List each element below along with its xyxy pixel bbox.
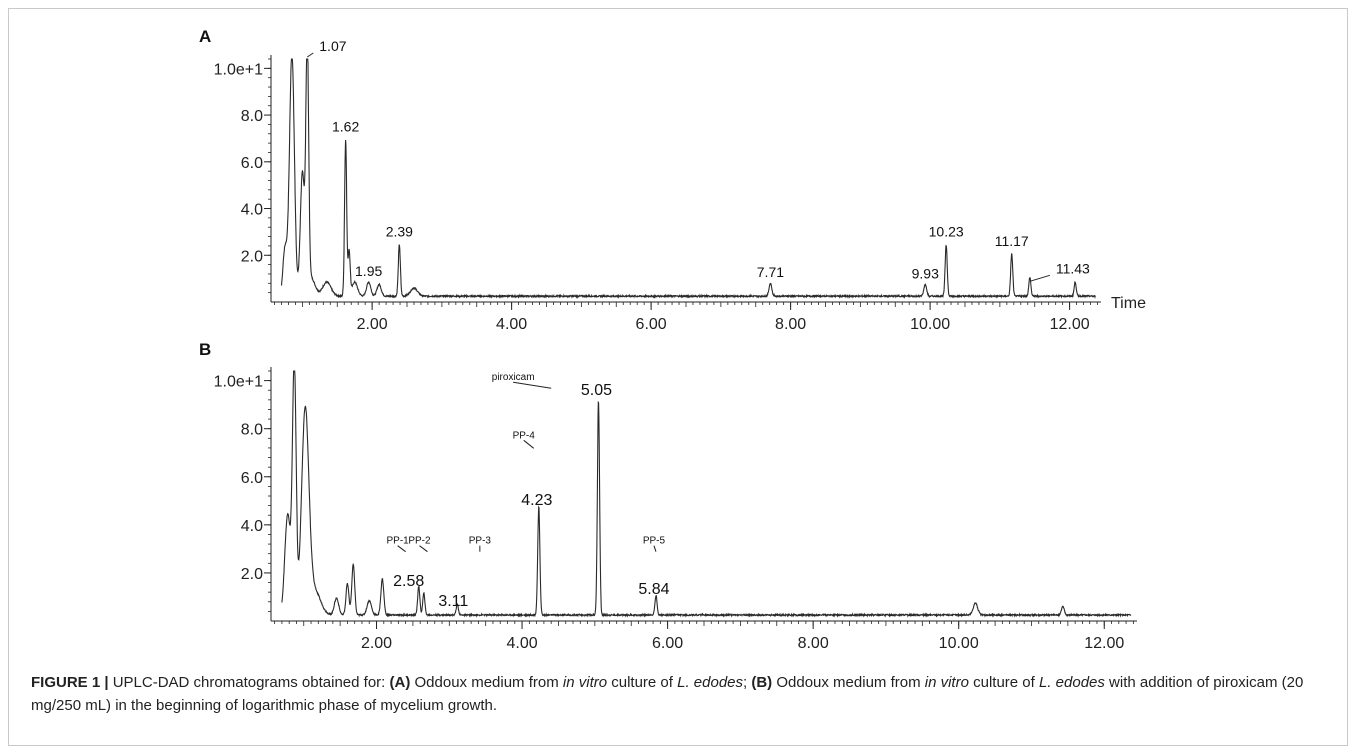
peak-label: PP-2 xyxy=(408,536,431,547)
caption-part: ; xyxy=(743,674,752,691)
annotation-leader xyxy=(513,381,552,389)
annotation-leader xyxy=(523,439,535,449)
peak-label: 4.23 xyxy=(521,492,552,509)
y-tick-label: 2.0 xyxy=(241,566,263,583)
x-tick-label: 12.00 xyxy=(1050,316,1090,333)
caption-part: culture of xyxy=(968,674,1039,691)
y-tick-label: 1.0e+1 xyxy=(214,374,263,391)
caption-part: in vitro xyxy=(562,674,608,691)
annotation-leader xyxy=(1029,274,1051,282)
peak-label: PP-4 xyxy=(513,430,536,441)
peak-label: 5.05 xyxy=(581,382,612,399)
panel-label: B xyxy=(199,340,211,359)
y-tick-label: 1.0e+1 xyxy=(214,61,263,78)
peak-label: 1.07 xyxy=(319,38,346,54)
caption-label: FIGURE 1 | xyxy=(31,674,109,691)
x-tick-label: 10.00 xyxy=(939,635,979,652)
chromatogram-trace xyxy=(281,370,1132,618)
caption-part: UPLC-DAD chromatograms obtained for: xyxy=(108,674,390,691)
annotation-leader xyxy=(306,52,314,58)
x-axis-label: Time xyxy=(1111,295,1146,312)
chromatogram-trace xyxy=(280,58,1096,299)
y-tick-label: 6.0 xyxy=(241,155,263,172)
peak-label: 1.95 xyxy=(355,263,382,279)
chromatogram-figure: A 2.00 4.00 6.00 8.00 10.00 12.00 2.0 4.0 6.0 8.0 1… xyxy=(199,27,1146,652)
x-tick-label: 8.00 xyxy=(775,316,806,333)
peak-label: PP-3 xyxy=(469,536,492,547)
peak-label: 5.84 xyxy=(638,581,669,598)
peak-label: PP-5 xyxy=(643,536,666,547)
caption-part: L. edodes xyxy=(1038,674,1105,691)
y-tick-label: 4.0 xyxy=(241,518,263,535)
y-tick-label: 8.0 xyxy=(241,108,263,125)
x-tick-label: 4.00 xyxy=(506,635,537,652)
peak-label: 2.39 xyxy=(386,224,413,240)
caption-text: UPLC-DAD chromatograms obtained for: (A)… xyxy=(31,674,1303,714)
caption-part: Oddoux medium from xyxy=(410,674,563,691)
caption-part: (A) xyxy=(389,674,411,691)
peak-label: 2.58 xyxy=(393,573,424,590)
peak-label: 10.23 xyxy=(929,224,964,240)
panel-label: A xyxy=(199,27,211,46)
caption-part: with addition of piroxicam (20 mg/250 mL… xyxy=(31,674,1304,714)
peak-label: PP-1 xyxy=(387,536,410,547)
peak-label: 3.11 xyxy=(438,593,468,610)
figure-caption: FIGURE 1 | UPLC-DAD chromatograms obtain… xyxy=(31,671,1341,717)
chromatogram-panel-b: B 2.00 4.00 6.00 8.00 10.00 12.00 2.0 4.0 6.0 8.0 1… xyxy=(199,340,1137,652)
x-tick-label: 4.00 xyxy=(496,316,527,333)
x-tick-label: 2.00 xyxy=(361,635,392,652)
y-tick-label: 2.0 xyxy=(241,248,263,265)
caption-part: in vitro xyxy=(924,674,969,691)
peak-label: 11.43 xyxy=(1056,260,1090,276)
x-tick-label: 6.00 xyxy=(652,635,683,652)
peak-label: 7.71 xyxy=(757,264,784,280)
y-tick-label: 8.0 xyxy=(241,422,263,439)
x-tick-label: 6.00 xyxy=(636,316,667,333)
figure-frame: A 2.00 4.00 6.00 8.00 10.00 12.00 2.0 4.0 6.0 8.0 1… xyxy=(8,8,1348,746)
annotation-leader xyxy=(419,545,428,553)
peak-label: piroxicam xyxy=(492,372,535,383)
x-tick-label: 12.00 xyxy=(1084,635,1124,652)
x-tick-label: 10.00 xyxy=(910,316,950,333)
x-tick-label: 8.00 xyxy=(798,635,829,652)
caption-part: (B) xyxy=(751,674,773,691)
caption-part: culture of xyxy=(607,674,678,691)
annotation-leader xyxy=(397,545,406,553)
peak-label: 11.17 xyxy=(995,233,1029,249)
peak-label: 1.62 xyxy=(332,118,359,134)
chromatogram-panel-a: A 2.00 4.00 6.00 8.00 10.00 12.00 2.0 4.0 6.0 8.0 1… xyxy=(199,27,1146,333)
caption-part: Oddoux medium from xyxy=(772,674,925,691)
y-tick-label: 6.0 xyxy=(241,470,263,487)
peak-label: 9.93 xyxy=(912,265,939,281)
x-tick-label: 2.00 xyxy=(357,316,388,333)
annotation-leader xyxy=(653,545,657,552)
caption-part: L. edodes xyxy=(677,674,744,691)
y-tick-label: 4.0 xyxy=(241,202,263,219)
